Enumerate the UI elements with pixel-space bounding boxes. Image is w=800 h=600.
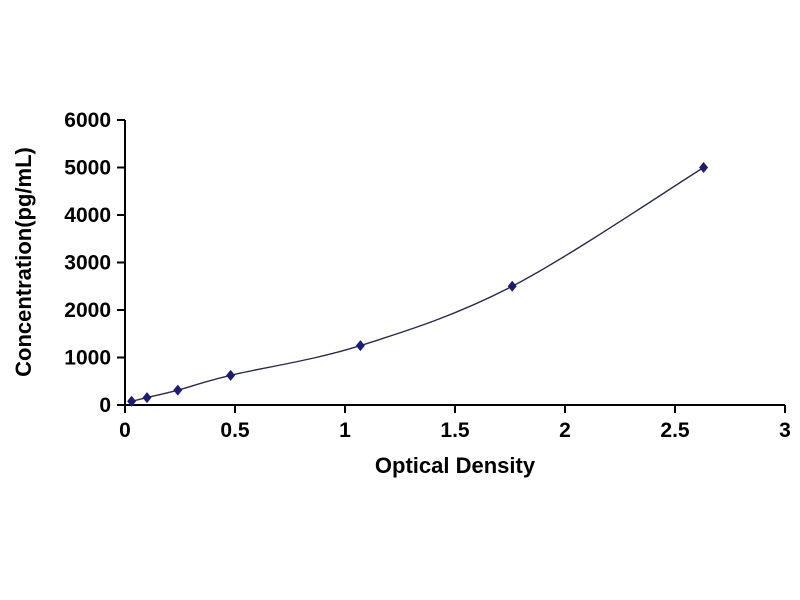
y-tick-label: 1000: [64, 347, 111, 370]
y-tick-label: 2000: [64, 299, 111, 322]
x-tick-label: 1: [339, 419, 351, 442]
data-point-marker: [507, 280, 517, 292]
y-tick-label: 5000: [64, 157, 111, 180]
y-tick-label: 6000: [64, 109, 111, 132]
y-tick-label: 0: [99, 394, 111, 417]
x-tick-label: 1.5: [440, 419, 470, 442]
y-axis-label: Concentration(pg/mL): [11, 147, 36, 377]
data-point-marker: [127, 395, 137, 407]
x-tick-label: 0.5: [220, 419, 250, 442]
x-axis-label: Optical Density: [374, 453, 536, 478]
data-point-marker: [142, 392, 152, 404]
data-point-marker: [355, 340, 365, 352]
standard-curve-line: [131, 166, 704, 402]
data-point-marker: [226, 369, 236, 381]
data-point-marker: [699, 162, 709, 173]
x-tick-label: 0: [119, 419, 131, 442]
data-point-marker: [173, 384, 183, 396]
x-tick-label: 3: [779, 419, 791, 442]
y-tick-label: 3000: [64, 252, 111, 275]
x-tick-label: 2.5: [660, 419, 690, 442]
x-tick-label: 2: [559, 419, 571, 442]
y-tick-label: 4000: [64, 204, 111, 227]
